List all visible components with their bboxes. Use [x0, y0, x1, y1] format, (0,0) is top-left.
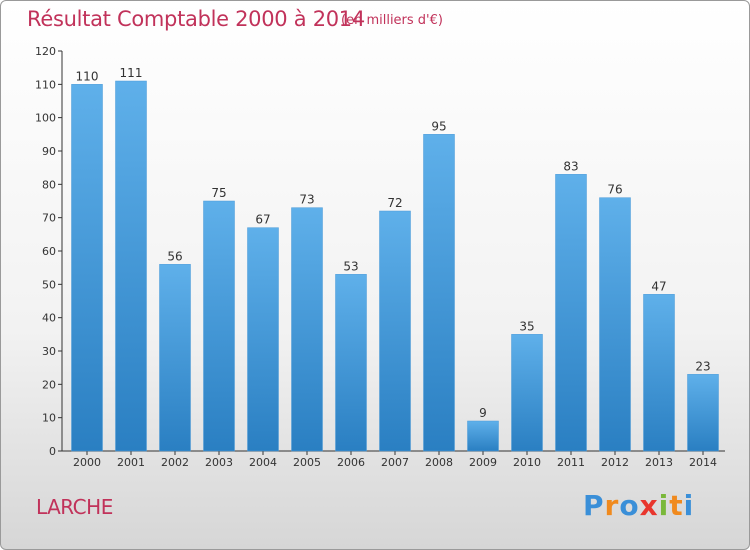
proxiti-logo: Proxiti — [583, 489, 694, 522]
x-tick-label-2014: 2014 — [689, 456, 717, 469]
x-tick-label-2009: 2009 — [469, 456, 497, 469]
bar-2007 — [379, 210, 411, 452]
logo-letter: i — [683, 489, 695, 522]
data-label-2001: 111 — [120, 66, 143, 80]
y-tick-label: 90 — [42, 145, 56, 158]
data-label-2007: 72 — [387, 196, 402, 210]
bar-2012 — [599, 197, 631, 452]
bar-2013 — [643, 294, 675, 452]
y-tick-label: 110 — [35, 78, 56, 91]
bars — [71, 80, 719, 452]
data-label-2002: 56 — [167, 249, 182, 263]
bar-2002 — [159, 264, 191, 452]
data-label-2004: 67 — [255, 213, 270, 227]
data-label-2011: 83 — [563, 159, 578, 173]
data-label-2010: 35 — [519, 319, 534, 333]
bar-2000 — [71, 84, 103, 452]
bar-2005 — [291, 207, 323, 452]
y-tick-label: 0 — [49, 445, 56, 458]
x-tick-label-2004: 2004 — [249, 456, 277, 469]
logo-letter: r — [604, 489, 620, 522]
chart-subtitle: (en milliers d'€) — [341, 13, 443, 28]
x-tick-label-2010: 2010 — [513, 456, 541, 469]
data-label-2006: 53 — [343, 259, 358, 273]
data-label-2012: 76 — [607, 183, 622, 197]
logo-letter: i — [658, 489, 670, 522]
data-label-2009: 9 — [479, 406, 487, 420]
x-tick-label-2007: 2007 — [381, 456, 409, 469]
data-label-2003: 75 — [211, 186, 226, 200]
y-tick-label: 20 — [42, 378, 56, 391]
bar-2001 — [115, 80, 147, 452]
x-tick-label-2011: 2011 — [557, 456, 585, 469]
data-label-2000: 110 — [76, 69, 99, 83]
bar-2008 — [423, 134, 455, 452]
x-tick-label-2013: 2013 — [645, 456, 673, 469]
data-labels: 110 111 56 75 67 73 53 72 95 9 35 83 76 47 23 — [76, 66, 711, 420]
x-tick-label-2008: 2008 — [425, 456, 453, 469]
x-tick-label-2006: 2006 — [337, 456, 365, 469]
y-tick-label: 50 — [42, 278, 56, 291]
x-tick-label-2003: 2003 — [205, 456, 233, 469]
y-tick-label: 100 — [35, 112, 56, 125]
x-tick-label-2001: 2001 — [117, 456, 145, 469]
axes: 0 10 20 30 40 50 60 70 80 90 100 110 120 2000 2001 2002… — [35, 45, 725, 469]
y-tick-label: 30 — [42, 345, 56, 358]
x-tick-label-2005: 2005 — [293, 456, 321, 469]
bar-2004 — [247, 227, 279, 452]
y-tick-label: 10 — [42, 412, 56, 425]
commune-name: LARCHE — [36, 495, 113, 519]
y-tick-label: 80 — [42, 178, 56, 191]
logo-letter: o — [619, 489, 640, 522]
y-tick-label: 120 — [35, 45, 56, 58]
x-tick-label-2002: 2002 — [161, 456, 189, 469]
y-tick-label: 40 — [42, 312, 56, 325]
x-tick-label-2000: 2000 — [73, 456, 101, 469]
logo-letter: t — [669, 489, 684, 522]
bar-2006 — [335, 274, 367, 452]
bar-2014 — [687, 374, 719, 452]
x-tick-label-2012: 2012 — [601, 456, 629, 469]
bar-2011 — [555, 174, 587, 452]
logo-letter: x — [639, 489, 659, 522]
y-tick-label: 70 — [42, 212, 56, 225]
y-tick-label: 60 — [42, 245, 56, 258]
data-label-2008: 95 — [431, 119, 446, 133]
bar-2009 — [467, 420, 499, 452]
chart-title: Résultat Comptable 2000 à 2014 — [27, 7, 365, 31]
bar-2003 — [203, 200, 235, 452]
data-label-2005: 73 — [299, 193, 314, 207]
data-label-2013: 47 — [651, 279, 666, 293]
logo-letter: P — [583, 489, 605, 522]
data-label-2014: 23 — [695, 359, 710, 373]
bar-2010 — [511, 334, 543, 452]
